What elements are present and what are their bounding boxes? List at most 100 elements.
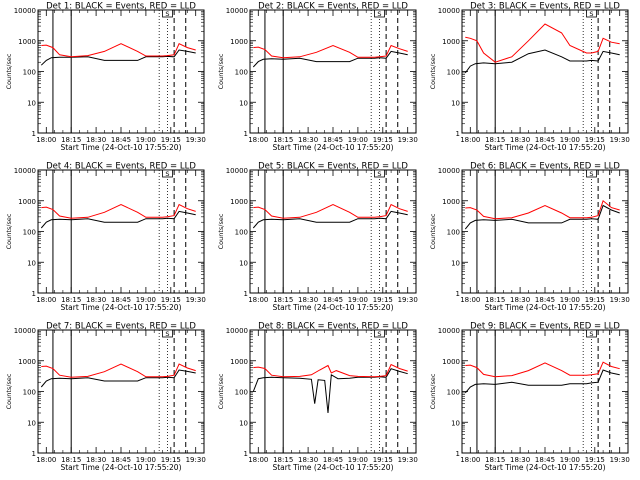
y-tick-label: 10 xyxy=(239,259,248,267)
flag-box-label: S xyxy=(589,330,593,338)
x-tick-label: 19:15 xyxy=(161,456,181,464)
y-tick-label: 10000 xyxy=(14,7,36,15)
x-tick-label: 18:30 xyxy=(298,456,318,464)
flag-box xyxy=(586,329,597,338)
x-tick-label: 19:00 xyxy=(348,136,368,144)
y-tick-label: 100 xyxy=(235,69,248,77)
x-tick-label: 19:00 xyxy=(348,296,368,304)
flag-box-label: S xyxy=(165,330,169,338)
x-tick-label: 18:30 xyxy=(510,296,530,304)
series-line-lld xyxy=(253,44,408,59)
series-line-lld xyxy=(41,43,196,58)
x-tick-label: 18:15 xyxy=(485,136,505,144)
x-tick-label: 18:30 xyxy=(86,296,106,304)
y-axis-label: Counts/sec xyxy=(429,53,437,89)
flag-box-label: S xyxy=(377,170,381,178)
series-line-lld xyxy=(41,203,196,219)
x-tick-label: 19:15 xyxy=(373,296,393,304)
series-line-lld xyxy=(465,199,620,220)
y-tick-label: 10 xyxy=(451,259,460,267)
flag-box xyxy=(162,329,173,338)
y-tick-label: 1000 xyxy=(442,38,460,46)
y-tick-label: 1 xyxy=(456,130,460,138)
y-tick-label: 10 xyxy=(27,259,36,267)
x-axis-label: Start Time (24-Oct-10 17:55:20) xyxy=(484,303,605,312)
series-line-events xyxy=(464,369,620,394)
x-tick-label: 19:15 xyxy=(373,456,393,464)
x-tick-label: 18:00 xyxy=(460,296,480,304)
flag-box xyxy=(586,169,597,178)
x-tick-label: 18:30 xyxy=(298,296,318,304)
flag-box-label: S xyxy=(165,170,169,178)
chart-title: Det 1: BLACK = Events, RED = LLD xyxy=(46,2,196,12)
chart-title: Det 2: BLACK = Events, RED = LLD xyxy=(258,2,408,12)
y-tick-label: 100 xyxy=(23,229,36,237)
y-axis-label: Counts/sec xyxy=(5,373,13,409)
x-tick-label: 19:15 xyxy=(161,136,181,144)
x-tick-label: 19:15 xyxy=(373,136,393,144)
series-line-lld xyxy=(465,23,620,63)
x-tick-label: 19:30 xyxy=(610,296,630,304)
x-tick-label: 18:00 xyxy=(248,456,268,464)
x-tick-label: 18:45 xyxy=(323,456,343,464)
y-axis-label: Counts/sec xyxy=(217,53,225,89)
x-tick-label: 18:45 xyxy=(111,136,131,144)
plot-frame xyxy=(461,329,629,454)
series-line-lld xyxy=(253,203,408,219)
y-tick-label: 10 xyxy=(451,419,460,427)
series-line-lld xyxy=(253,363,408,378)
x-axis-label: Start Time (24-Oct-10 17:55:20) xyxy=(484,463,605,472)
x-tick-label: 18:00 xyxy=(460,456,480,464)
chart-panel-det-1: Det 1: BLACK = Events, RED = LLD Counts/s… xyxy=(5,2,206,153)
x-tick-label: 19:15 xyxy=(585,136,605,144)
x-axis-label: Start Time (24-Oct-10 17:55:20) xyxy=(60,303,181,312)
x-tick-label: 18:15 xyxy=(273,456,293,464)
y-tick-label: 100 xyxy=(447,389,460,397)
y-tick-label: 1 xyxy=(244,290,248,298)
x-tick-label: 19:00 xyxy=(348,456,368,464)
y-tick-label: 1000 xyxy=(442,358,460,366)
plot-frame xyxy=(249,169,417,294)
y-tick-label: 100 xyxy=(235,229,248,237)
y-tick-label: 10000 xyxy=(438,7,460,15)
x-tick-label: 18:30 xyxy=(298,136,318,144)
x-tick-label: 18:30 xyxy=(510,456,530,464)
x-tick-label: 19:00 xyxy=(136,136,156,144)
series-line-events xyxy=(252,210,408,229)
y-tick-label: 1 xyxy=(456,450,460,458)
x-tick-label: 18:45 xyxy=(535,456,555,464)
flag-box xyxy=(374,329,385,338)
y-tick-label: 1 xyxy=(456,290,460,298)
x-tick-label: 18:15 xyxy=(273,296,293,304)
y-tick-label: 10000 xyxy=(438,167,460,175)
flag-box xyxy=(374,169,385,178)
x-axis-label: Start Time (24-Oct-10 17:55:20) xyxy=(272,303,393,312)
flag-box xyxy=(162,9,173,18)
chart-panel-det-3: Det 3: BLACK = Events, RED = LLD Counts/s… xyxy=(429,2,630,153)
plot-frame xyxy=(461,9,629,134)
x-tick-label: 18:15 xyxy=(61,296,81,304)
x-tick-label: 18:15 xyxy=(61,456,81,464)
chart-title: Det 8: BLACK = Events, RED = LLD xyxy=(258,322,408,332)
y-axis-label: Counts/sec xyxy=(5,53,13,89)
chart-title: Det 4: BLACK = Events, RED = LLD xyxy=(46,162,196,172)
y-axis-label: Counts/sec xyxy=(217,373,225,409)
x-tick-label: 18:30 xyxy=(86,456,106,464)
plot-frame xyxy=(461,169,629,294)
x-tick-label: 19:00 xyxy=(560,296,580,304)
y-tick-label: 10000 xyxy=(14,327,36,335)
chart-panel-det-9: Det 9: BLACK = Events, RED = LLD Counts/s… xyxy=(429,322,630,473)
flag-box-label: S xyxy=(165,10,169,18)
y-tick-label: 100 xyxy=(23,389,36,397)
flag-box-label: S xyxy=(377,10,381,18)
chart-title: Det 7: BLACK = Events, RED = LLD xyxy=(46,322,196,332)
y-tick-label: 1 xyxy=(32,290,36,298)
x-tick-label: 18:45 xyxy=(535,136,555,144)
y-tick-label: 1000 xyxy=(18,358,36,366)
series-line-events xyxy=(40,210,196,229)
y-axis-label: Counts/sec xyxy=(429,213,437,249)
x-tick-label: 18:30 xyxy=(86,136,106,144)
y-tick-label: 1 xyxy=(244,450,248,458)
flag-box-label: S xyxy=(589,10,593,18)
x-tick-label: 19:15 xyxy=(161,296,181,304)
